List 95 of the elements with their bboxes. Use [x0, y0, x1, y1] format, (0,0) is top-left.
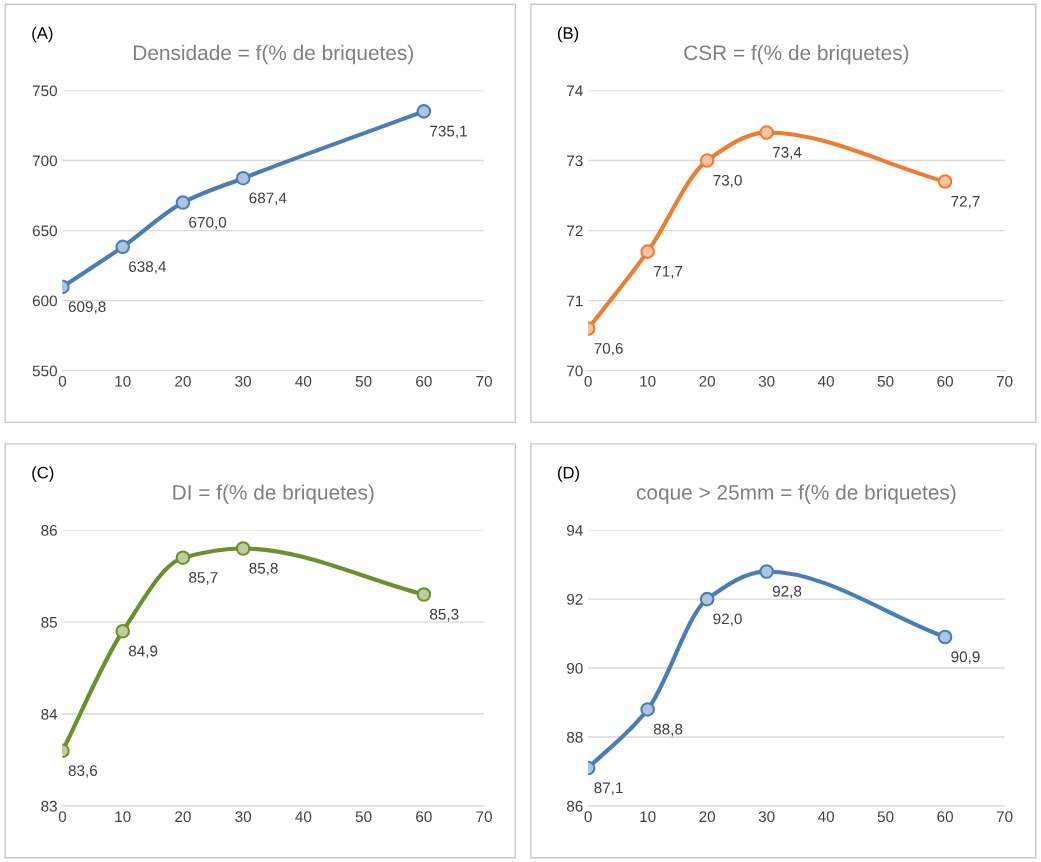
x-tick-label: 20	[699, 375, 716, 387]
chart-title: Densidade = f(% de briquetes)	[133, 44, 413, 65]
point	[640, 702, 655, 717]
x-tick-label: 30	[235, 811, 252, 823]
y-tick-label: 600	[32, 295, 57, 307]
data-label: 83,6	[68, 765, 98, 778]
x-tick-label: 50	[877, 811, 894, 823]
y-tick-label: 71	[567, 295, 583, 307]
data-label: 88,8	[653, 723, 683, 737]
y-tick-label: 73	[567, 155, 583, 167]
text: (A)	[32, 26, 53, 43]
point	[175, 550, 191, 565]
y-tick-label: 650	[32, 225, 57, 237]
data-label: 638,4	[129, 261, 167, 274]
data-label: 85,3	[430, 608, 459, 622]
x-tick-label: 40	[817, 811, 835, 823]
x-tick-label: 0	[58, 375, 67, 387]
y-tick-label: 83	[41, 800, 57, 812]
x-tick-label: 70	[476, 811, 492, 823]
x-tick-label: 60	[937, 811, 953, 823]
x-tick-label: 0	[58, 811, 67, 823]
y-tick-label: 72	[567, 225, 583, 237]
point	[115, 239, 130, 255]
chart-title: coque > 25mm = f(% de briquetes)	[636, 484, 956, 504]
text: (C)	[32, 466, 54, 482]
data-label: 87,1	[594, 782, 623, 795]
point	[937, 174, 953, 189]
data-label: 85,8	[249, 562, 278, 576]
point	[115, 623, 130, 639]
data-label: 85,7	[189, 572, 218, 585]
chart-title: DI = f(% de briquetes)	[173, 484, 374, 504]
y-tick-label: 750	[32, 85, 57, 97]
x-tick-label: 30	[758, 811, 775, 823]
x-tick-label: 30	[758, 375, 775, 387]
point	[235, 541, 251, 556]
x-tick-label: 40	[295, 375, 312, 387]
x-tick-label: 40	[817, 375, 835, 387]
y-tick-label: 88	[566, 731, 583, 743]
y-tick-label: 550	[32, 365, 57, 377]
y-tick-label: 74	[567, 85, 583, 97]
data-label: 73,4	[772, 146, 802, 160]
x-tick-label: 20	[175, 375, 191, 387]
data-label: 92,0	[713, 613, 742, 627]
x-tick-label: 50	[877, 375, 894, 387]
x-tick-label: 20	[175, 811, 191, 823]
point	[175, 195, 191, 210]
text: (B)	[557, 26, 579, 43]
x-tick-label: 10	[640, 375, 656, 387]
x-tick-label: 10	[115, 811, 131, 823]
y-tick-label: 94	[567, 525, 583, 536]
data-label: 90,9	[951, 651, 980, 664]
point	[699, 591, 715, 607]
point	[235, 170, 251, 186]
x-tick-label: 40	[295, 811, 312, 823]
point	[937, 629, 953, 645]
y-tick-label: 700	[32, 155, 57, 167]
x-tick-label: 20	[699, 811, 716, 823]
point	[699, 153, 715, 168]
y-tick-label: 86	[41, 525, 57, 536]
y-tick-label: 70	[567, 365, 583, 377]
x-tick-label: 0	[584, 811, 592, 823]
x-tick-label: 60	[937, 375, 953, 387]
y-tick-label: 84	[41, 708, 58, 720]
x-tick-label: 60	[416, 375, 432, 387]
data-label: 92,8	[772, 585, 802, 599]
data-label: 735,1	[430, 125, 467, 139]
data-label: 71,7	[653, 266, 683, 279]
y-tick-label: 90	[567, 662, 583, 674]
y-tick-label: 86	[566, 800, 583, 812]
data-label: 670,0	[189, 216, 227, 230]
x-tick-label: 70	[996, 375, 1013, 387]
data-label: 609,8	[68, 301, 106, 314]
data-label: 84,9	[128, 645, 158, 659]
x-tick-label: 10	[640, 811, 656, 823]
point	[416, 104, 432, 119]
chart-title: CSR = f(% de briquetes)	[684, 44, 909, 65]
x-tick-label: 50	[355, 375, 372, 387]
data-label: 687,4	[249, 192, 287, 206]
text: (D)	[557, 466, 580, 482]
x-tick-label: 0	[584, 375, 592, 387]
x-tick-label: 70	[996, 811, 1013, 823]
y-tick-label: 85	[41, 616, 57, 628]
data-label: 72,7	[951, 195, 980, 209]
data-label: 73,0	[713, 174, 742, 188]
data-label: 70,6	[594, 342, 623, 356]
x-tick-label: 60	[416, 811, 432, 823]
x-tick-label: 30	[235, 375, 252, 387]
point	[759, 564, 774, 579]
point	[759, 125, 774, 140]
point	[416, 587, 432, 602]
x-tick-label: 10	[115, 375, 131, 387]
x-tick-label: 50	[355, 811, 372, 823]
x-tick-label: 70	[476, 375, 492, 387]
point	[640, 244, 655, 259]
y-tick-label: 92	[567, 593, 583, 605]
